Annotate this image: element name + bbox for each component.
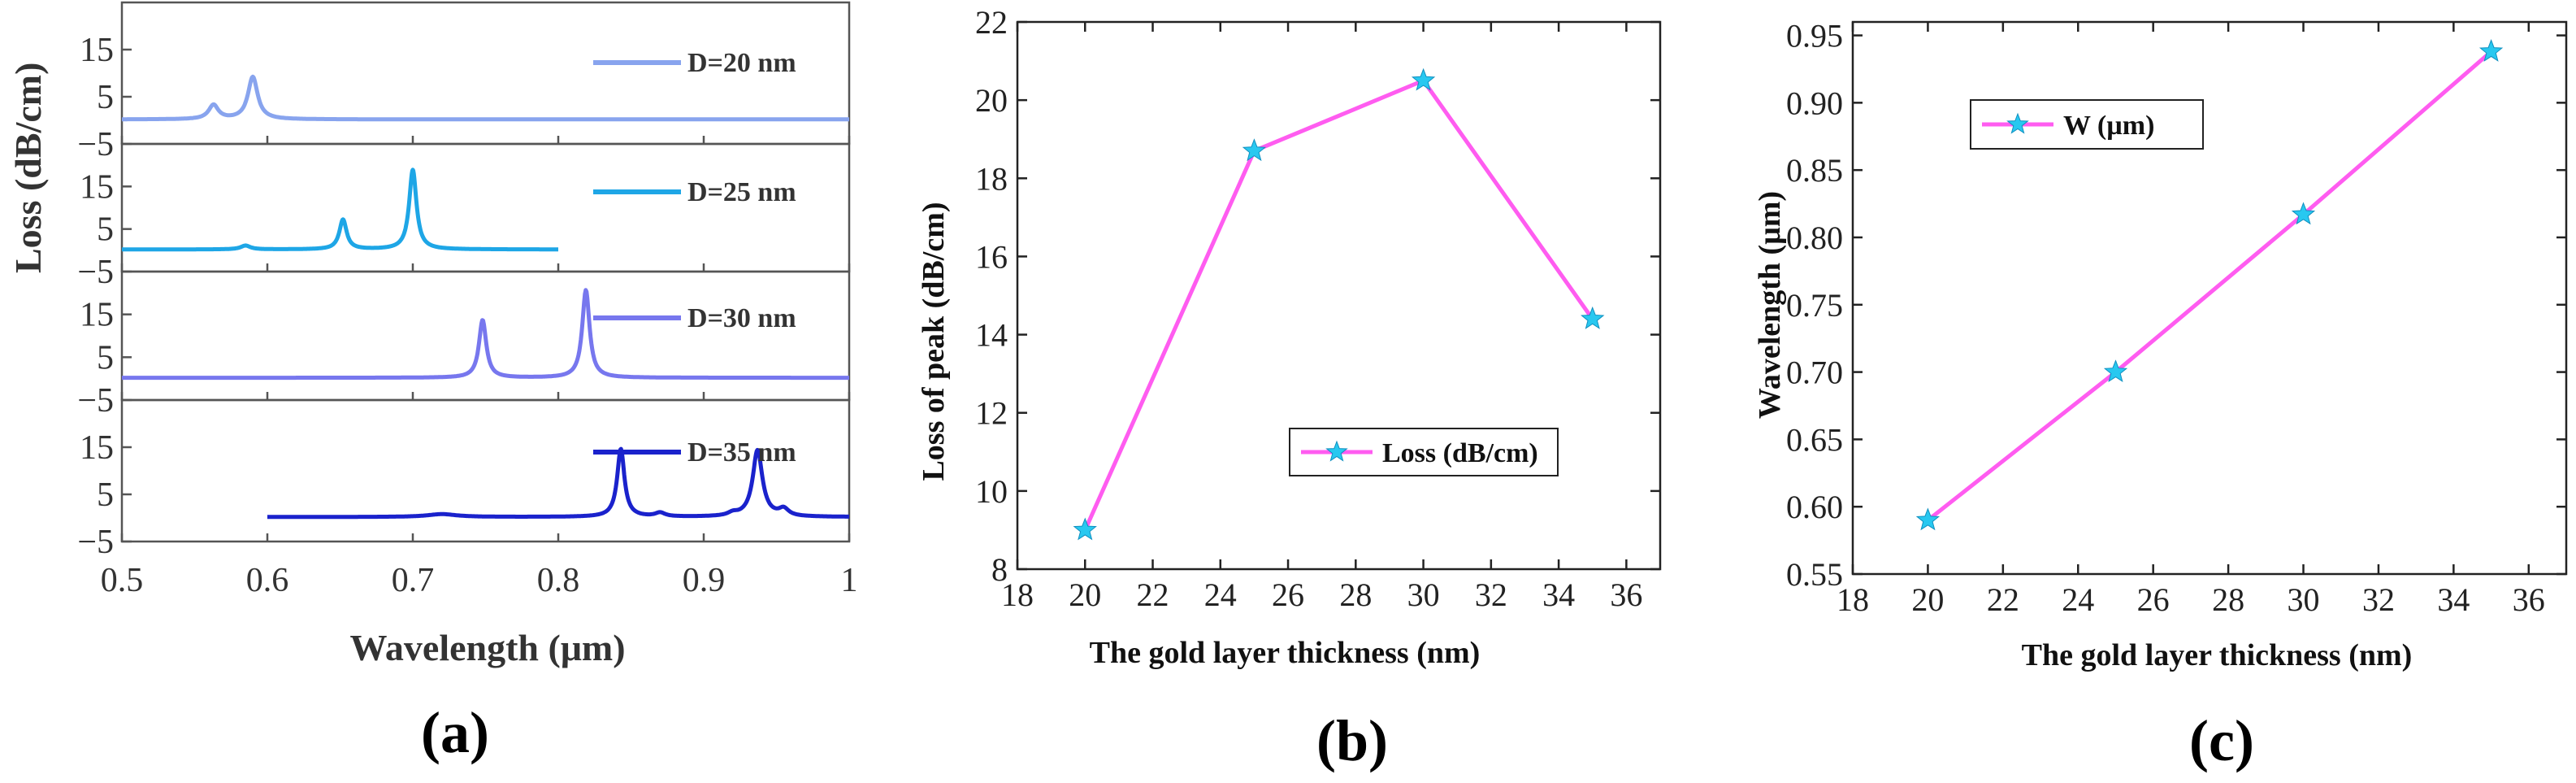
panel-a-ytick-label: 15 [80, 168, 114, 206]
panel-a-series-line [266, 446, 851, 520]
panel-b-frame [1016, 20, 1662, 571]
panel-b-point [1411, 67, 1436, 91]
panel-a-ytick-label: 15 [80, 32, 114, 69]
panel-a-strip-4: 15 5 −5 D=35 nm [77, 398, 851, 561]
panel-b-ytick-label: 8 [991, 551, 1008, 588]
panel-b-ytick-label: 12 [975, 395, 1008, 432]
panel-b-xtick-label: 34 [1542, 576, 1575, 613]
panel-c-ytick-label: 0.70 [1786, 355, 1843, 391]
panel-a-ytick-label: −5 [77, 382, 114, 420]
panel-b-label: (b) [1316, 708, 1388, 773]
panel-c-point [2103, 359, 2128, 383]
panel-c-point [2291, 202, 2316, 225]
panel-a-ytick-label: 15 [80, 297, 114, 334]
panel-b-xtick-label: 32 [1475, 576, 1507, 613]
panel-c-xtick-label: 34 [2437, 581, 2470, 618]
panel-c-xtick-label: 28 [2212, 581, 2244, 618]
panel-b-legend-marker [1325, 440, 1348, 462]
panel-b-legend-label: Loss (dB/cm) [1382, 438, 1538, 468]
panel-a-ylabel: Loss (dB/cm) [7, 63, 49, 273]
panel-a-series-line [120, 74, 851, 122]
panel-b-ytick-label: 22 [975, 4, 1008, 41]
panel-a-ytick-label: 5 [97, 476, 114, 514]
panel-b-point [1581, 306, 1605, 329]
panel-c-ytick-label: 0.85 [1786, 152, 1843, 189]
panel-b-xtick-label: 28 [1339, 576, 1372, 613]
panel-a-legend-label: D=20 nm [687, 48, 796, 78]
panel-a-legend-label: D=30 nm [687, 303, 796, 333]
panel-a-ytick-label: 5 [97, 79, 114, 116]
panel-a-ytick-label: −5 [77, 524, 114, 561]
panel-a-xtick-label: 0.7 [392, 562, 435, 599]
panel-b-xlabel: The gold layer thickness (nm) [1090, 636, 1481, 670]
panel-c-ytick-label: 0.60 [1786, 489, 1843, 525]
panel-a-ytick-label: −5 [77, 254, 114, 291]
panel-b-ytick-label: 20 [975, 82, 1008, 119]
panel-b-xtick-label: 26 [1272, 576, 1304, 613]
panel-a-xtick-label: 0.6 [246, 562, 289, 599]
panel-a-xtick-label: 0.9 [683, 562, 726, 599]
panel-a-strip-1: 15 5 −5 D=20 nm [77, 1, 851, 163]
panel-a-ytick-label: 5 [97, 211, 114, 249]
panel-b-xtick-label: 22 [1137, 576, 1169, 613]
panel-b-plot: 18 20 22 24 26 28 30 32 34 36 8 10 12 14 16 18 20 22 Loss … [975, 4, 1662, 613]
panel-c-plot: 18 20 22 24 26 28 30 32 34 36 0.55 0.60 0.65 0.70 0.75… [1786, 18, 2568, 618]
panel-b-series-line [1083, 78, 1594, 531]
panel-c-ytick-label: 0.95 [1786, 18, 1843, 54]
panel-c-xtick-label: 36 [2513, 581, 2545, 618]
panel-b-ytick-label: 18 [975, 160, 1008, 197]
panel-a-ytick-label: 5 [97, 339, 114, 376]
panel-c-xtick-label: 26 [2137, 581, 2170, 618]
panel-a-legend-label: D=35 nm [687, 437, 796, 468]
panel-a-series-line [120, 167, 560, 252]
panel-c-legend-label: W (µm) [2063, 111, 2154, 141]
panel-a-strip-2: 15 5 −5 D=25 nm [77, 142, 851, 291]
panel-c-ytick-label: 0.80 [1786, 220, 1843, 256]
panel-b-xtick-label: 36 [1610, 576, 1642, 613]
panel-c-series-line [1926, 50, 2493, 522]
panel-b-ytick-label: 10 [975, 473, 1008, 510]
panel-c-ytick-label: 0.75 [1786, 287, 1843, 324]
panel-a-strip-frame [120, 142, 851, 273]
panel-c-xtick-label: 20 [1911, 581, 1944, 618]
panel-c-ytick-label: 0.90 [1786, 85, 1843, 121]
panel-c-xtick-label: 30 [2288, 581, 2320, 618]
panel-a-strip-3: 15 5 −5 D=30 nm [77, 270, 851, 420]
panel-c-legend-marker [2006, 112, 2029, 134]
panel-c-xtick-label: 32 [2362, 581, 2395, 618]
panel-a-legend-label: D=25 nm [687, 177, 796, 207]
panel-b-xtick-label: 18 [1001, 576, 1034, 613]
panel-b-xtick-label: 20 [1069, 576, 1101, 613]
panel-b-point [1242, 138, 1267, 162]
panel-c-point [2478, 38, 2504, 62]
panel-b-xtick-label: 24 [1204, 576, 1237, 613]
panel-c-xlabel: The gold layer thickness (nm) [2022, 638, 2413, 672]
panel-a-ytick-label: 15 [80, 429, 114, 467]
panel-b-ytick-label: 14 [975, 317, 1008, 354]
panel-a-xtick-label: 1 [841, 562, 858, 599]
panel-a-xtick-label: 0.5 [101, 562, 144, 599]
panel-b-ytick-label: 16 [975, 238, 1008, 275]
panel-c-ytick-label: 0.55 [1786, 556, 1843, 593]
panel-c-ylabel: Wavelength (μm) [1753, 191, 1787, 419]
panel-c-frame [1851, 20, 2568, 576]
panel-a-xlabel: Wavelength (μm) [349, 627, 625, 668]
panel-c-label: (c) [2189, 708, 2254, 773]
panel-b-point [1073, 517, 1097, 541]
panel-c-xtick-label: 24 [2062, 581, 2094, 618]
panel-a-strip-frame [120, 398, 851, 543]
panel-a-label: (a) [421, 700, 489, 765]
panel-a-ytick-label: −5 [77, 126, 114, 163]
panel-b-ylabel: Loss of peak (dB/cm) [917, 202, 951, 481]
panel-c-ytick-label: 0.65 [1786, 421, 1843, 458]
panel-a-xtick-label: 0.8 [537, 562, 580, 599]
panel-b-xtick-label: 30 [1407, 576, 1440, 613]
panel-c-xtick-label: 18 [1837, 581, 1869, 618]
panel-c-xtick-label: 22 [1987, 581, 2019, 618]
panel-c-point [1915, 507, 1941, 531]
panel-a-series-line [120, 288, 851, 381]
